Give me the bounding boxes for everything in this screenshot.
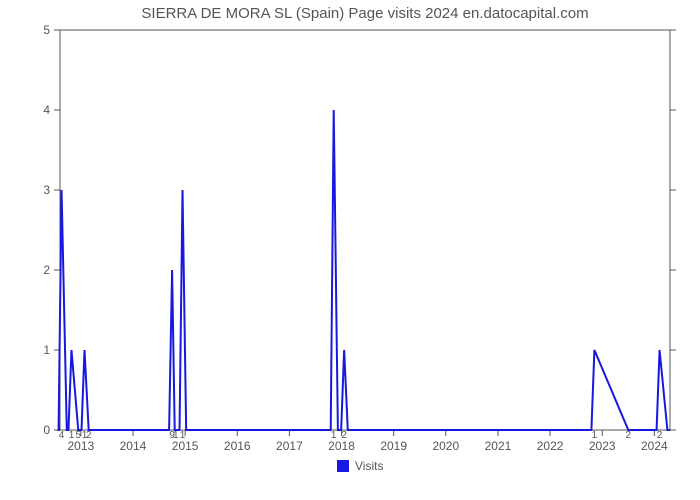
spike-label: 1 — [173, 430, 179, 441]
y-tick-label: 3 — [43, 183, 50, 197]
x-tick-label: 2018 — [328, 439, 355, 453]
spike-label: 2 — [86, 430, 92, 441]
line-chart: SIERRA DE MORA SL (Spain) Page visits 20… — [0, 0, 700, 500]
x-tick-label: 2021 — [485, 439, 512, 453]
x-tick-label: 2024 — [641, 439, 668, 453]
y-tick-label: 2 — [43, 263, 50, 277]
chart-title: SIERRA DE MORA SL (Spain) Page visits 20… — [141, 5, 588, 22]
spike-label: 2 — [626, 430, 632, 441]
spike-label: 1 — [180, 430, 186, 441]
spike-label: 4 — [59, 430, 65, 441]
legend-label: Visits — [355, 459, 383, 473]
spike-label: 5 — [75, 430, 81, 441]
legend: Visits — [337, 459, 383, 473]
x-tick-label: 2014 — [120, 439, 147, 453]
visits-line — [59, 110, 670, 430]
x-tick-label: 2013 — [68, 439, 95, 453]
x-tick-label: 2023 — [589, 439, 616, 453]
y-tick-label: 1 — [43, 343, 50, 357]
x-tick-label: 2016 — [224, 439, 251, 453]
x-tick-label: 2020 — [432, 439, 459, 453]
spike-label: 2 — [657, 430, 663, 441]
spike-label: 1 — [69, 430, 75, 441]
spike-label: 2 — [341, 430, 347, 441]
y-tick-label: 5 — [43, 23, 50, 37]
x-tick-label: 2017 — [276, 439, 303, 453]
x-tick-label: 2019 — [380, 439, 407, 453]
y-tick-label: 0 — [43, 423, 50, 437]
spike-label: 1 — [592, 430, 598, 441]
y-tick-label: 4 — [43, 103, 50, 117]
spike-label: 1 — [331, 430, 337, 441]
x-tick-label: 2022 — [537, 439, 564, 453]
x-tick-label: 2015 — [172, 439, 199, 453]
